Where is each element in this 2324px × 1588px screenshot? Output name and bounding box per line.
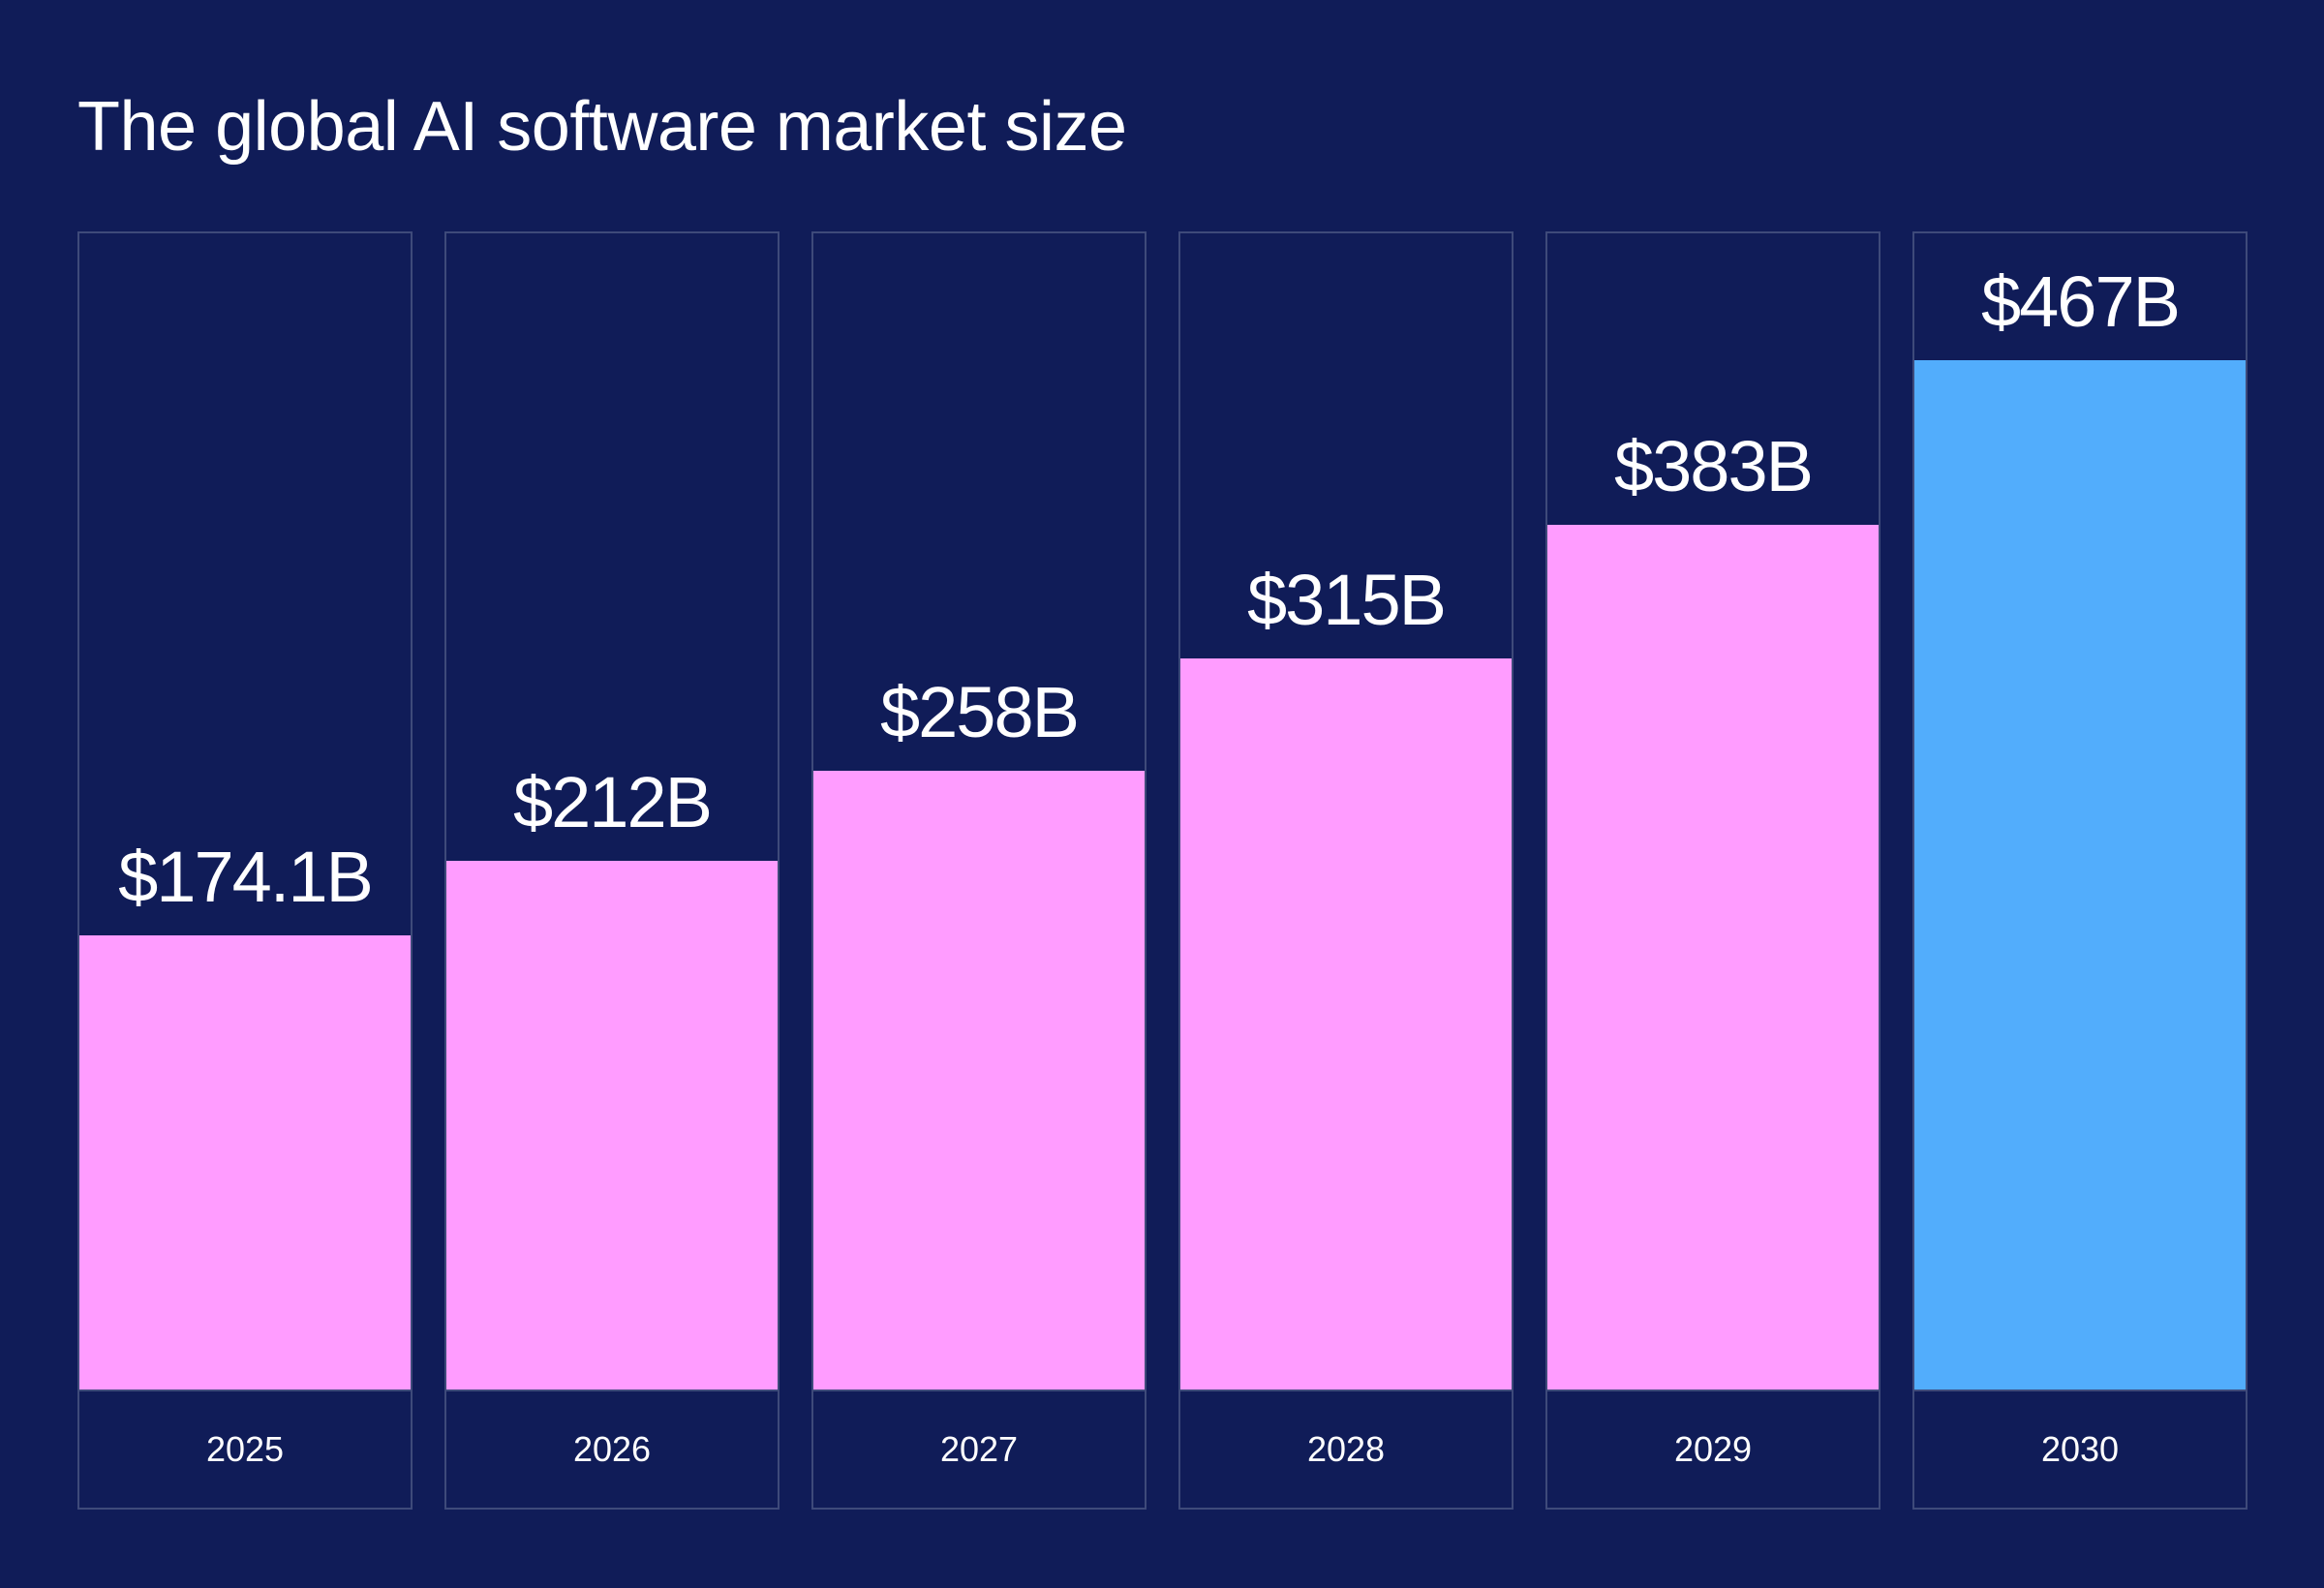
bar-2025 <box>79 934 411 1391</box>
chart-title: The global AI software market size <box>77 88 1127 166</box>
bar-2030 <box>1914 359 2246 1391</box>
x-tick-label-2026: 2026 <box>446 1390 778 1508</box>
data-label-2027: $258B <box>880 671 1080 752</box>
x-tick-label-2029: 2029 <box>1547 1390 1879 1508</box>
bar-2029 <box>1547 525 1879 1391</box>
bar-column-2027: $258B 2027 <box>811 231 1147 1510</box>
x-tick-label-2030: 2030 <box>1914 1390 2246 1508</box>
bar-2026 <box>446 861 778 1391</box>
bar-column-2030: $467B 2030 <box>1912 231 2248 1510</box>
bar-column-2028: $315B 2028 <box>1178 231 1514 1510</box>
x-tick-label-2027: 2027 <box>813 1390 1145 1508</box>
bar-2027 <box>813 770 1145 1391</box>
data-label-2028: $315B <box>1247 560 1447 641</box>
data-label-2026: $212B <box>513 762 713 843</box>
x-tick-label-2028: 2028 <box>1180 1390 1512 1508</box>
x-tick-label-2025: 2025 <box>79 1390 411 1508</box>
bar-column-2025: $174.1B 2025 <box>77 231 413 1510</box>
bar-2028 <box>1180 658 1512 1391</box>
bar-column-2026: $212B 2026 <box>444 231 780 1510</box>
data-label-2030: $467B <box>1981 260 2181 342</box>
data-label-2029: $383B <box>1614 426 1814 507</box>
data-label-2025: $174.1B <box>118 836 374 917</box>
bar-column-2029: $383B 2029 <box>1545 231 1881 1510</box>
